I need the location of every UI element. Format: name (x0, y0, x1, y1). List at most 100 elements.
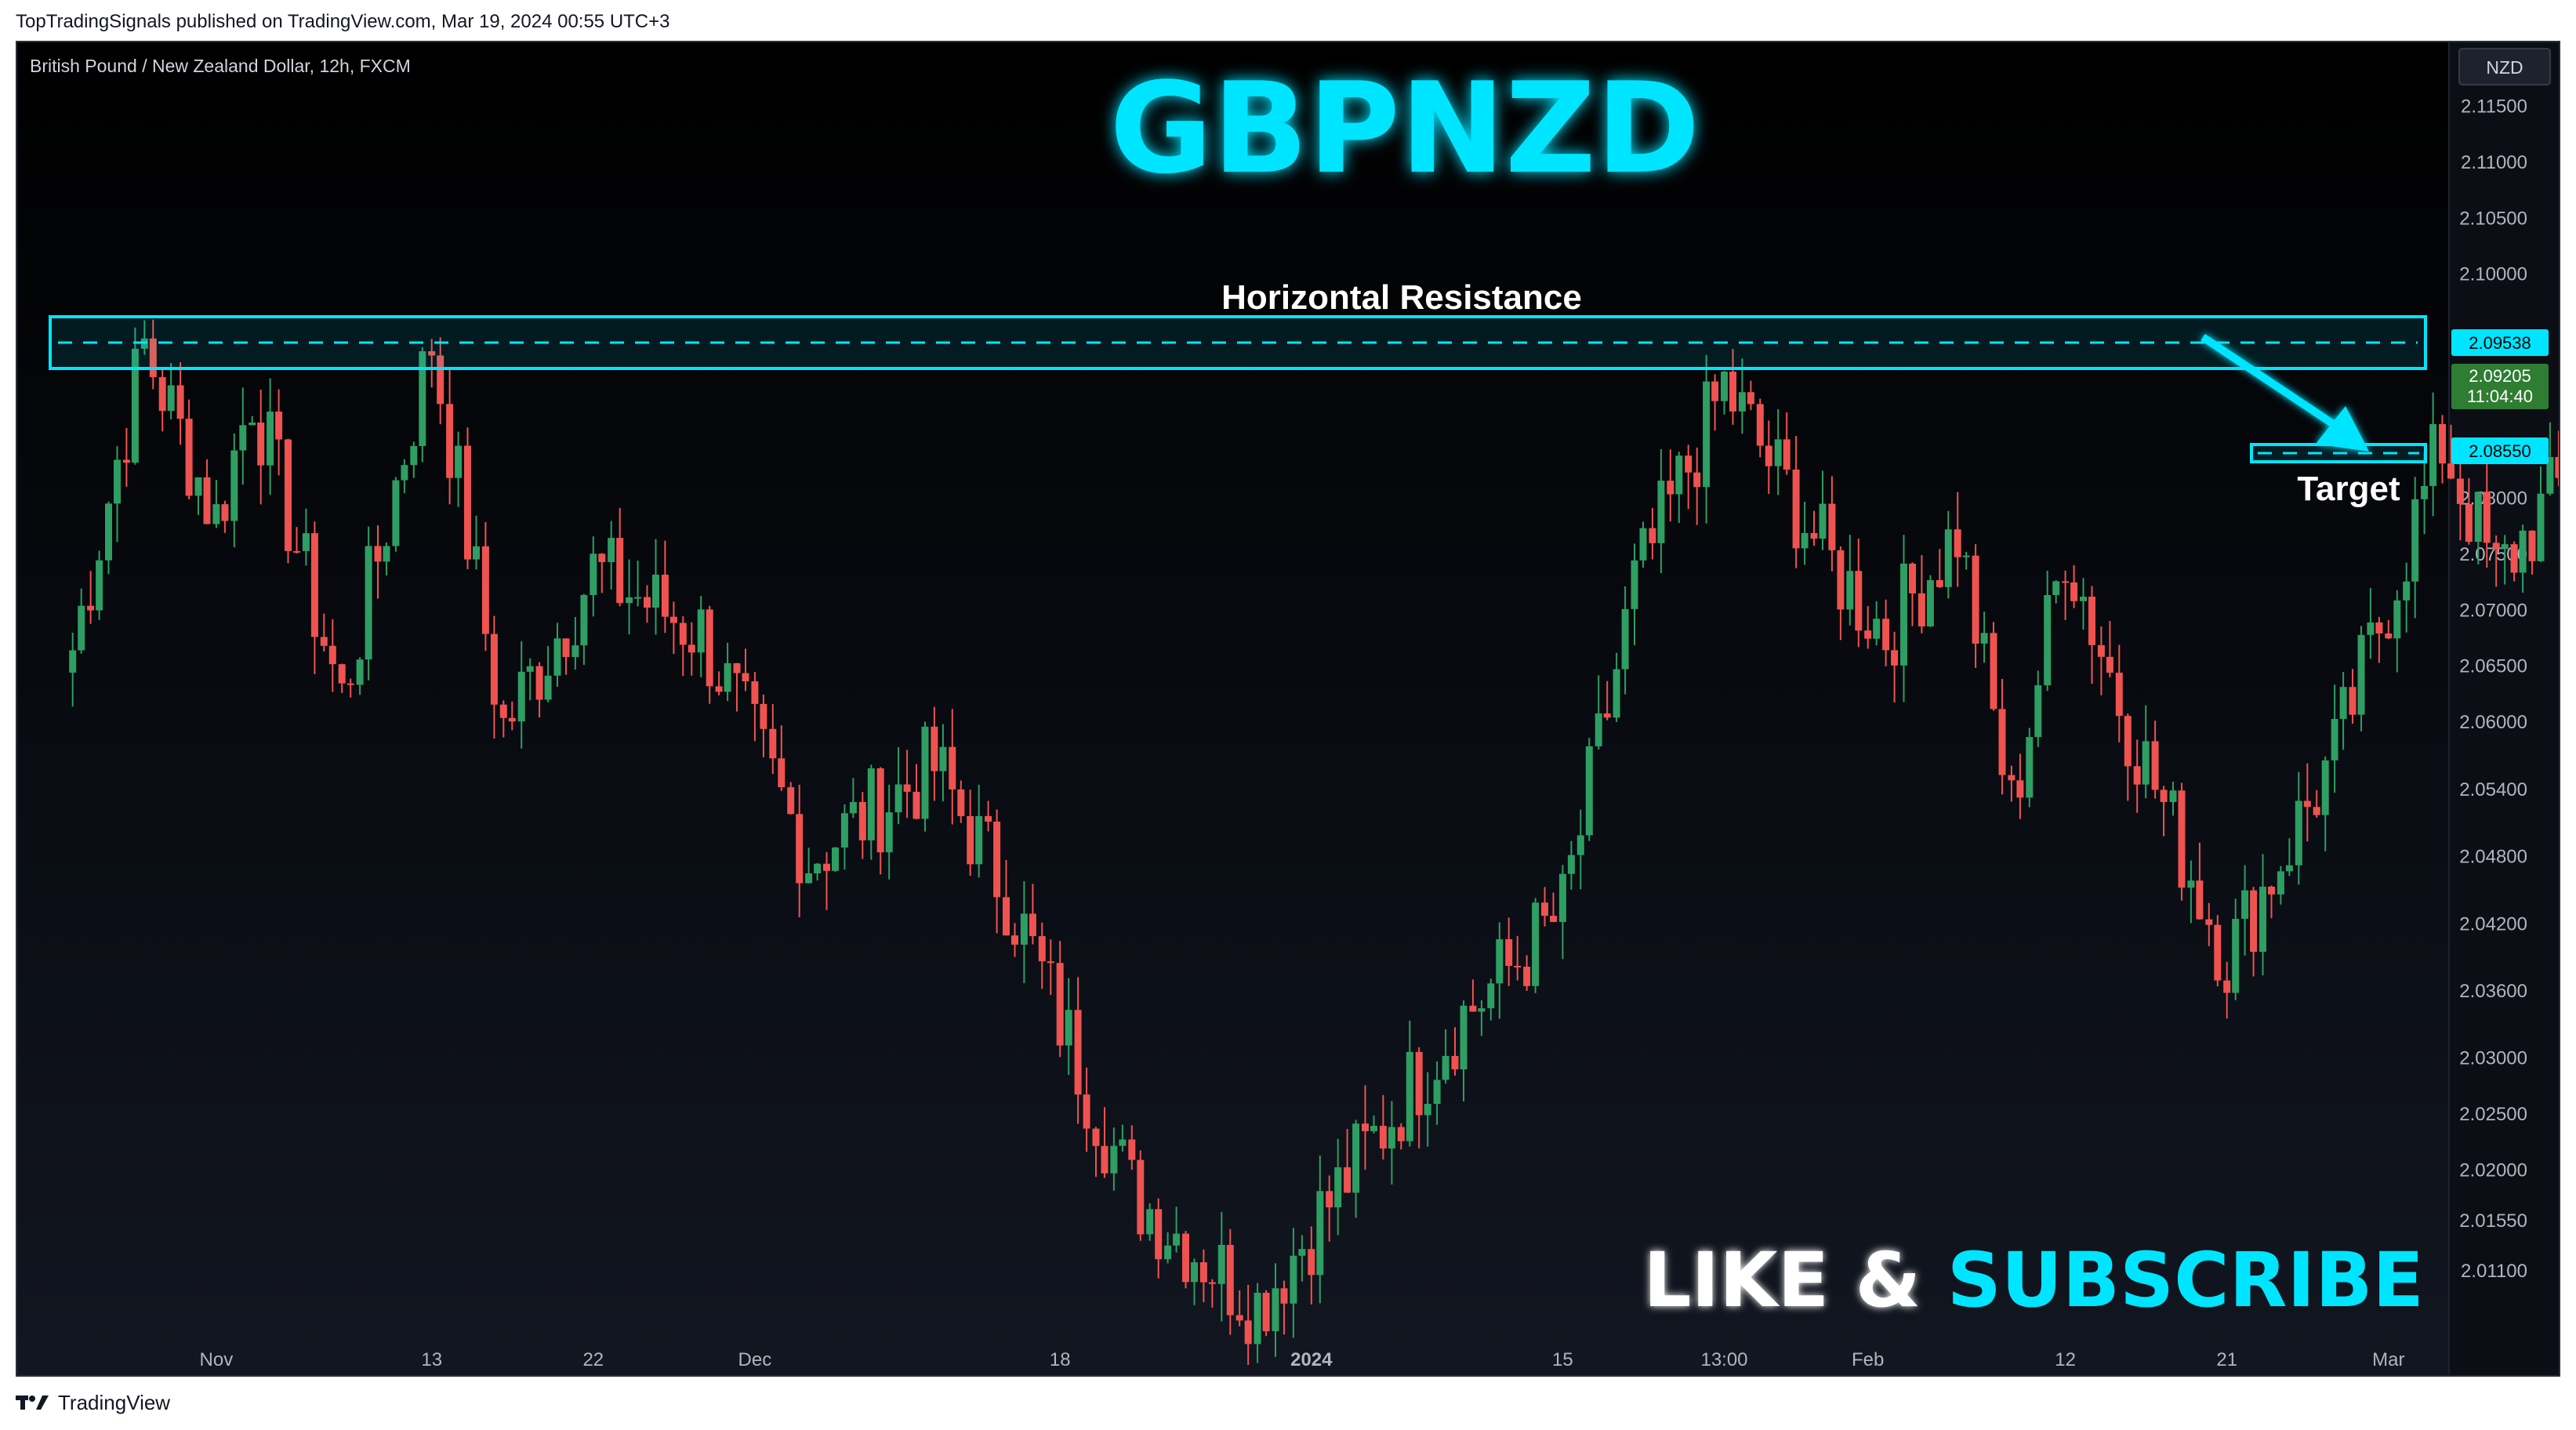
candle-down (1003, 897, 1010, 936)
candle-up (1585, 746, 1593, 836)
candle-up (2277, 871, 2284, 895)
candle-up (849, 801, 857, 814)
candle-down (1729, 372, 1736, 412)
candle-down (903, 784, 911, 792)
candle-up (1290, 1255, 1297, 1304)
candle-down (957, 789, 965, 816)
candle-down (2214, 924, 2222, 981)
candle-up (724, 662, 731, 692)
currency-selector[interactable]: NZD (2458, 48, 2551, 85)
candle-up (1576, 835, 1584, 855)
candle-up (239, 425, 247, 451)
candle-down (1667, 481, 1674, 495)
x-tick-label: Mar (2372, 1349, 2404, 1370)
candle-down (1047, 961, 1054, 964)
candle-down (2133, 766, 2141, 785)
candle-down (778, 758, 785, 788)
candle-down (1038, 936, 1046, 962)
candle-down (2250, 890, 2258, 953)
candle-down (2205, 919, 2213, 925)
candle-down (669, 616, 677, 623)
candle-down (275, 411, 283, 440)
candle-down (1092, 1128, 1100, 1146)
candle-down (679, 622, 687, 645)
candle-up (1621, 608, 1629, 670)
candle-down (490, 633, 498, 705)
y-tick-label: 2.01100 (2461, 1261, 2527, 1282)
candle-down (1199, 1262, 1207, 1283)
candle-up (1406, 1051, 1413, 1141)
candle-up (78, 605, 85, 651)
candle-down (1137, 1160, 1145, 1235)
candle-down (949, 746, 956, 789)
candle-up (1388, 1127, 1395, 1149)
x-tick-label: Nov (200, 1349, 234, 1370)
x-tick-label: Dec (738, 1349, 772, 1370)
candle-down (1855, 571, 1863, 631)
footer-brand: TradingView (58, 1390, 171, 1414)
candle-down (1128, 1139, 1136, 1160)
x-tick-label: 22 (582, 1349, 604, 1370)
candle-up (867, 768, 875, 840)
last-price-tag: 2.09205 11:04:40 (2451, 364, 2549, 409)
candle-down (1891, 650, 1899, 666)
candle-up (1819, 503, 1827, 539)
y-tick-label: 2.03600 (2459, 981, 2527, 1002)
candle-down (1397, 1127, 1405, 1141)
candle-down (876, 768, 884, 853)
x-tick-label: 13 (421, 1349, 442, 1370)
candle-down (1550, 916, 1557, 923)
resistance-zone[interactable]: Horizontal Resistance (49, 278, 2427, 370)
candle-down (858, 801, 866, 840)
candle-down (823, 863, 830, 871)
candle-up (553, 638, 561, 676)
candle-up (1774, 439, 1782, 466)
candle-up (1191, 1262, 1198, 1283)
candle-up (2321, 760, 2329, 815)
candle-down (446, 404, 454, 478)
candle-up (1962, 555, 1970, 557)
candle-down (1326, 1191, 1333, 1208)
candle-up (2259, 886, 2266, 953)
chart-frame: British Pound / New Zealand Dollar, 12h,… (16, 41, 2560, 1377)
candle-up (2285, 865, 2293, 872)
target-zone[interactable]: Target (2200, 333, 2427, 508)
candle-up (2142, 741, 2150, 785)
candle-up (383, 546, 390, 562)
candle-down (644, 597, 651, 608)
candle-down (1693, 472, 1701, 488)
candle-up (939, 746, 947, 771)
y-tick-label: 2.01550 (2459, 1210, 2527, 1232)
candle-down (1685, 455, 1693, 473)
candle-up (302, 533, 310, 551)
chart-title: GBPNZD (1109, 55, 1700, 201)
candle-up (1433, 1080, 1441, 1104)
candle-up (1173, 1233, 1181, 1246)
candle-up (2519, 530, 2527, 573)
candle-up (652, 575, 659, 608)
candle-up (626, 597, 633, 604)
candle-up (1442, 1055, 1449, 1080)
candle-down (733, 662, 741, 673)
candle-down (796, 814, 804, 884)
x-tick-label: 15 (1552, 1349, 1573, 1370)
candle-up (814, 863, 822, 873)
candle-down (931, 726, 938, 771)
candle-up (1424, 1103, 1431, 1116)
candle-down (149, 338, 157, 378)
candle-down (2106, 656, 2113, 673)
candle-down (1972, 555, 1979, 644)
candle-down (2456, 478, 2464, 504)
candle-down (1783, 439, 1791, 470)
candle-up (1980, 633, 1988, 644)
currency-label: NZD (2486, 57, 2523, 78)
candle-down (2178, 790, 2186, 888)
candle-up (894, 784, 902, 813)
candle-up (1721, 372, 1728, 401)
candle-up (1119, 1139, 1127, 1146)
candle-down (2439, 423, 2446, 464)
candle-down (1810, 532, 1818, 539)
price-axis[interactable] (2449, 42, 2559, 1375)
x-tick-label: 12 (2055, 1349, 2076, 1370)
candlestick-chart[interactable]: British Pound / New Zealand Dollar, 12h,… (17, 42, 2559, 1375)
